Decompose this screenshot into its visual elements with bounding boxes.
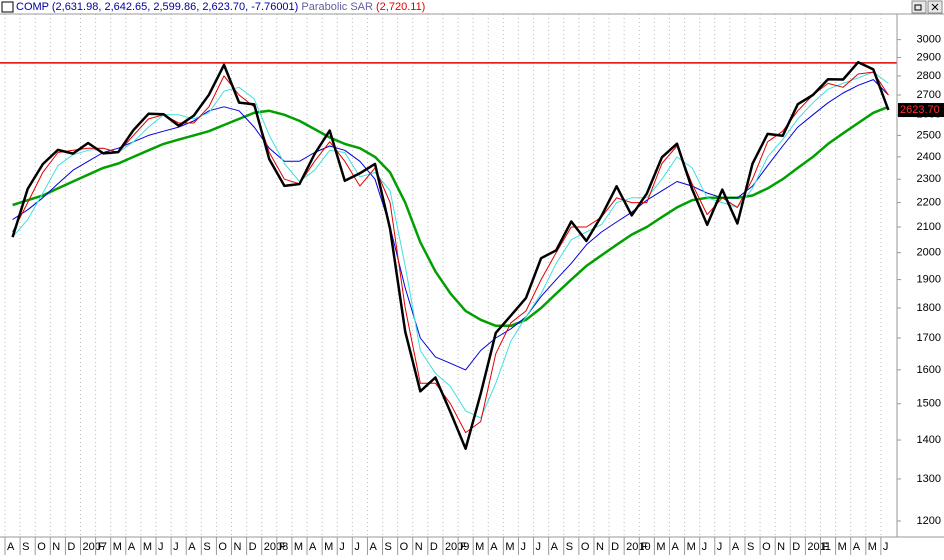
x-tick-label: J bbox=[354, 541, 360, 553]
x-tick-label: O bbox=[218, 541, 227, 553]
y-tick-label: 3000 bbox=[917, 34, 941, 46]
x-tick-label: F bbox=[822, 541, 829, 553]
last-price-label: 2623.70 bbox=[900, 104, 940, 116]
y-tick-label: 1600 bbox=[917, 364, 941, 376]
x-tick-label: J bbox=[883, 541, 889, 553]
x-tick-label: 2007 bbox=[83, 541, 107, 553]
x-tick-label: J bbox=[173, 541, 179, 553]
x-tick-label: F bbox=[279, 541, 286, 553]
x-tick-label: A bbox=[369, 541, 377, 553]
x-tick-label: A bbox=[732, 541, 740, 553]
series-line bbox=[12, 71, 889, 434]
x-tick-label: F bbox=[460, 541, 467, 553]
x-tick-label: A bbox=[7, 541, 15, 553]
x-tick-label: A bbox=[490, 541, 498, 553]
x-tick-label: F bbox=[98, 541, 105, 553]
x-tick-label: J bbox=[158, 541, 164, 553]
y-tick-label: 2000 bbox=[917, 247, 941, 259]
y-tick-label: 2700 bbox=[917, 89, 941, 101]
x-tick-label: M bbox=[656, 541, 665, 553]
indicator-value: (2,720.11) bbox=[376, 1, 425, 13]
series-line bbox=[11, 60, 890, 450]
x-tick-label: N bbox=[777, 541, 785, 553]
x-tick-label: J bbox=[717, 541, 723, 553]
x-tick-label: 2008 bbox=[264, 541, 288, 553]
symbol-values: COMP (2,631.98, 2,642.65, 2,599.86, 2,62… bbox=[16, 1, 298, 13]
x-tick-label: N bbox=[52, 541, 60, 553]
x-tick-label: D bbox=[611, 541, 619, 553]
y-tick-label: 1900 bbox=[917, 273, 941, 285]
y-tick-label: 2900 bbox=[917, 51, 941, 63]
x-tick-label: S bbox=[22, 541, 29, 553]
y-tick-label: 2500 bbox=[917, 129, 941, 141]
x-tick-label: J bbox=[536, 541, 542, 553]
x-tick-label: A bbox=[128, 541, 136, 553]
y-tick-label: 1300 bbox=[917, 473, 941, 485]
x-tick-label: D bbox=[792, 541, 800, 553]
x-tick-label: M bbox=[475, 541, 484, 553]
x-tick-label: S bbox=[203, 541, 210, 553]
y-tick-label: 2200 bbox=[917, 196, 941, 208]
x-tick-label: O bbox=[400, 541, 409, 553]
y-tick-label: 1800 bbox=[917, 302, 941, 314]
indicator-name: Parabolic SAR bbox=[301, 1, 373, 13]
x-tick-label: M bbox=[294, 541, 303, 553]
last-price-box bbox=[898, 103, 944, 118]
x-tick-label: N bbox=[596, 541, 604, 553]
x-tick-label: J bbox=[339, 541, 345, 553]
x-tick-label: 2009 bbox=[445, 541, 469, 553]
x-tick-label: D bbox=[249, 541, 257, 553]
close-icon bbox=[931, 3, 939, 11]
series-line bbox=[12, 79, 889, 371]
y-tick-label: 1500 bbox=[917, 398, 941, 410]
x-tick-label: 2011 bbox=[807, 541, 831, 553]
x-tick-label: O bbox=[581, 541, 590, 553]
y-tick-label: 2100 bbox=[917, 221, 941, 233]
x-tick-label: J bbox=[702, 541, 708, 553]
symbol-header: COMP (2,631.98, 2,642.65, 2,599.86, 2,62… bbox=[16, 1, 425, 13]
restore-button[interactable] bbox=[911, 0, 927, 14]
x-tick-label: N bbox=[234, 541, 242, 553]
y-tick-label: 1400 bbox=[917, 434, 941, 446]
y-tick-label: 2300 bbox=[917, 173, 941, 185]
x-tick-label: N bbox=[415, 541, 423, 553]
x-tick-label: A bbox=[853, 541, 861, 553]
x-tick-label: O bbox=[37, 541, 46, 553]
x-tick-label: A bbox=[671, 541, 679, 553]
x-tick-label: D bbox=[430, 541, 438, 553]
x-tick-label: M bbox=[324, 541, 333, 553]
x-tick-label: M bbox=[113, 541, 122, 553]
x-tick-label: 2010 bbox=[626, 541, 650, 553]
y-tick-label: 1700 bbox=[917, 332, 941, 344]
x-tick-label: M bbox=[687, 541, 696, 553]
x-tick-label: A bbox=[188, 541, 196, 553]
x-tick-label: F bbox=[641, 541, 648, 553]
x-tick-label: M bbox=[143, 541, 152, 553]
x-tick-label: D bbox=[67, 541, 75, 553]
x-tick-label: S bbox=[385, 541, 392, 553]
y-tick-label: 2800 bbox=[917, 70, 941, 82]
x-tick-label: S bbox=[747, 541, 754, 553]
window-icon bbox=[1, 1, 14, 13]
x-tick-label: O bbox=[762, 541, 771, 553]
restore-icon bbox=[914, 4, 922, 11]
x-tick-label: A bbox=[551, 541, 559, 553]
x-tick-label: M bbox=[838, 541, 847, 553]
x-tick-label: S bbox=[566, 541, 573, 553]
x-tick-label: M bbox=[505, 541, 514, 553]
y-tick-label: 1200 bbox=[917, 515, 941, 527]
x-tick-label: M bbox=[868, 541, 877, 553]
y-tick-label: 2400 bbox=[917, 151, 941, 163]
window-buttons[interactable] bbox=[911, 0, 943, 14]
x-tick-label: J bbox=[520, 541, 526, 553]
x-tick-label: A bbox=[309, 541, 317, 553]
